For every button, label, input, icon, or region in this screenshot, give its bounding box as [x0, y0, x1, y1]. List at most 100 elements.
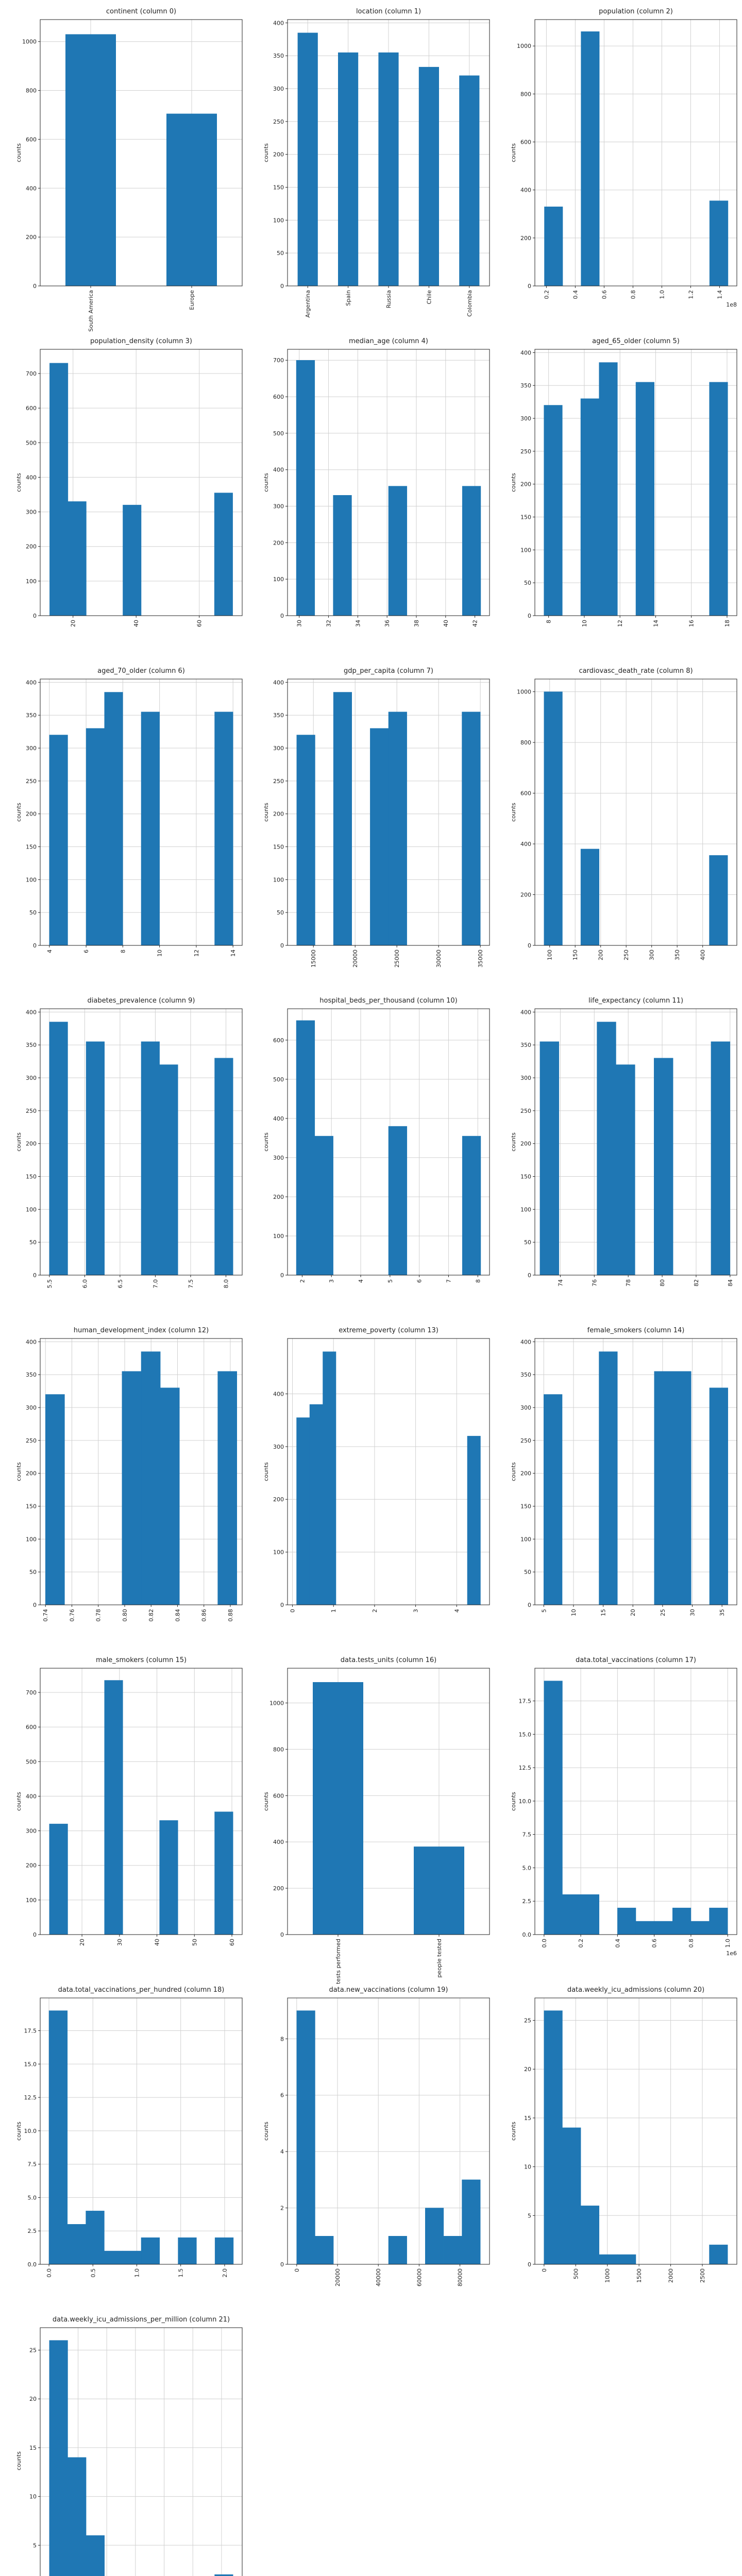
y-tick-label: 20	[524, 2066, 531, 2073]
y-axis-label: counts	[15, 2122, 22, 2141]
y-axis-label: counts	[510, 473, 517, 492]
y-tick-label: 6	[280, 2092, 284, 2099]
chart-panel: life_expectancy (column 11) counts 0 50 100 1…	[510, 997, 737, 1286]
y-tick-label: 17.5	[24, 2027, 37, 2034]
x-tick-label: 2000	[668, 2268, 674, 2283]
y-tick-label: 400	[520, 841, 531, 848]
y-tick-label: 300	[520, 1075, 531, 1081]
y-tick-label: 400	[26, 185, 37, 192]
y-tick-label: 0	[280, 1602, 284, 1608]
chart-title: aged_65_older (column 5)	[592, 337, 680, 345]
y-tick-label: 0	[280, 942, 284, 949]
x-tick-label: 7.5	[188, 1279, 194, 1289]
y-tick-label: 200	[520, 481, 531, 488]
chart-title: cardiovasc_death_rate (column 8)	[579, 667, 693, 675]
histogram-bar	[49, 363, 69, 616]
chart-title: aged_70_older (column 6)	[97, 667, 185, 675]
y-tick-label: 50	[29, 1239, 37, 1246]
chart-panel: location (column 1) counts 0 50 100 150 200 250…	[263, 8, 490, 318]
histogram-bar	[635, 1921, 654, 1935]
x-tick-label: 30	[116, 1939, 123, 1946]
bar	[459, 75, 480, 286]
x-tick-label: 0.4	[614, 1939, 621, 1948]
histogram-bar	[333, 495, 352, 616]
y-tick-label: 100	[26, 876, 37, 883]
y-tick-label: 2.5	[28, 2228, 37, 2234]
x-tick-label: 1.4	[716, 290, 723, 299]
histogram-bar	[159, 1064, 178, 1276]
y-tick-label: 12.5	[24, 2094, 37, 2101]
histogram-bar	[296, 735, 315, 946]
x-tick-label: 76	[591, 1279, 598, 1286]
y-tick-label: 8	[280, 2036, 284, 2042]
plot-frame	[534, 19, 737, 286]
histogram-bar	[711, 1041, 731, 1276]
histogram-bar	[48, 2010, 68, 2265]
y-tick-label: 300	[26, 1404, 37, 1411]
y-tick-label: 350	[520, 382, 531, 389]
y-tick-label: 700	[26, 370, 37, 377]
histogram-bar	[141, 2237, 160, 2265]
y-tick-label: 100	[520, 1206, 531, 1213]
y-tick-label: 350	[26, 1371, 37, 1378]
x-tick-label: 500	[572, 2268, 579, 2279]
y-tick-label: 100	[273, 876, 284, 883]
x-tick-label: 1500	[636, 2268, 643, 2283]
x-tick-label: 0.84	[174, 1609, 181, 1622]
y-tick-label: 700	[26, 1689, 37, 1696]
y-tick-label: 50	[524, 580, 531, 586]
x-tick-label: 20000	[352, 950, 359, 968]
x-tick-label: 10	[157, 950, 163, 957]
histogram-bar	[581, 31, 600, 286]
bar	[166, 113, 217, 286]
x-tick-label: 0.88	[227, 1609, 234, 1622]
bar	[418, 66, 439, 286]
plot-frame	[287, 349, 490, 616]
x-tick-label: 0.6	[601, 290, 608, 299]
x-tick-label: 0.5	[90, 2268, 96, 2278]
x-tick-label: 200	[598, 950, 604, 960]
histogram-bar	[68, 2457, 87, 2576]
y-axis-label: counts	[263, 473, 269, 492]
x-tick-label: 250	[623, 950, 630, 960]
histogram-bar	[443, 2236, 462, 2265]
plot-frame	[534, 679, 737, 946]
chart-panel: data.weekly_icu_admissions (column 20) co…	[510, 1986, 737, 2283]
histogram-bar	[86, 1041, 105, 1276]
y-tick-label: 150	[273, 184, 284, 191]
x-tick-label: 1.0	[724, 1939, 731, 1948]
plot-frame	[40, 679, 243, 946]
y-axis-label: counts	[15, 1462, 22, 1481]
histogram-bar	[214, 1058, 233, 1276]
x-tick-label: 4	[46, 950, 53, 953]
chart-title: male_smokers (column 15)	[96, 1656, 187, 1664]
y-tick-label: 10.0	[519, 1798, 532, 1805]
y-tick-label: 500	[26, 1758, 37, 1765]
chart-panel: population (column 2) counts 0 200 400 600 800…	[510, 8, 737, 308]
x-tick-label: 150	[572, 950, 579, 960]
histogram-bar	[709, 200, 729, 286]
histogram-bar	[690, 1921, 710, 1935]
y-axis-label: counts	[263, 1132, 269, 1151]
chart-panel: data.weekly_icu_admissions_per_million (…	[15, 2316, 243, 2576]
x-tick-label: 3	[328, 1279, 335, 1283]
y-tick-label: 300	[26, 1828, 37, 1835]
y-tick-label: 250	[26, 778, 37, 785]
x-tick-label: 5	[387, 1279, 394, 1283]
y-tick-label: 25	[29, 2347, 37, 2354]
x-tick-label: 0.6	[651, 1939, 658, 1948]
plot-frame	[534, 349, 737, 616]
y-tick-label: 350	[273, 53, 284, 59]
x-tick-label: 60000	[416, 2268, 423, 2286]
histogram-bar	[599, 362, 618, 616]
x-tick-label: 18	[724, 620, 731, 627]
y-tick-label: 2	[280, 2205, 284, 2212]
y-tick-label: 100	[273, 576, 284, 583]
x-tick-label: 20000	[334, 2268, 341, 2286]
histogram-bar	[654, 1371, 673, 1605]
histogram-bar	[709, 2244, 728, 2265]
x-tick-label: people tested	[436, 1939, 443, 1978]
chart-panel: data.new_vaccinations (column 19) counts 0…	[263, 1986, 490, 2286]
plot-frame	[40, 1997, 243, 2265]
y-tick-label: 0	[280, 1272, 284, 1279]
